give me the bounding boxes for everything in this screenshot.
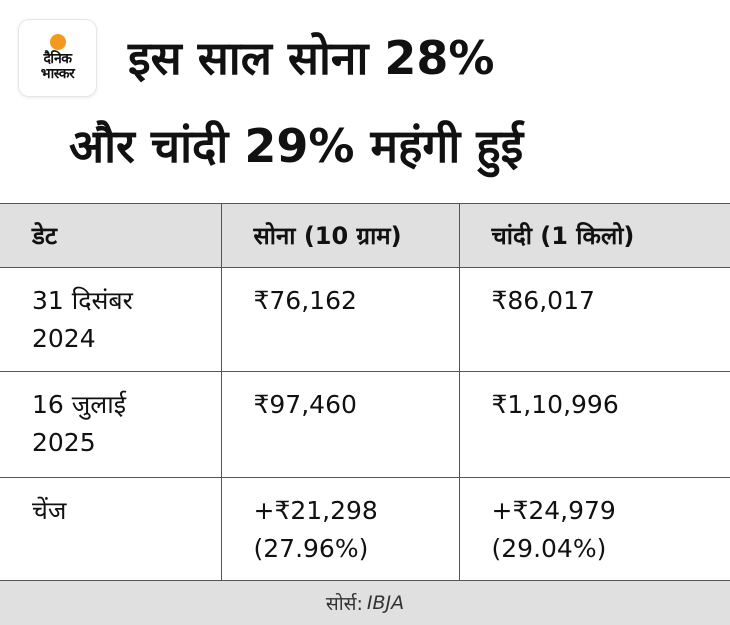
table-row: 31 दिसंबर 2024 ₹76,162 ₹86,017 bbox=[0, 268, 730, 372]
gold-change-amount: +₹21,298 bbox=[254, 492, 459, 530]
cell-silver: ₹86,017 bbox=[459, 268, 730, 372]
cell-date: 16 जुलाई 2025 bbox=[0, 372, 221, 478]
gold-price: ₹97,460 bbox=[254, 386, 459, 424]
gold-price: ₹76,162 bbox=[254, 282, 459, 320]
silver-change-percent: (29.04%) bbox=[492, 530, 730, 568]
date-year: 2025 bbox=[32, 424, 221, 462]
header: दैनिक भास्कर इस साल सोना 28% और चांदी 29… bbox=[0, 0, 730, 203]
header-gold: सोना (10 ग्राम) bbox=[221, 204, 459, 268]
cell-date: 31 दिसंबर 2024 bbox=[0, 268, 221, 372]
cell-silver: +₹24,979 (29.04%) bbox=[459, 478, 730, 582]
header-date: डेट bbox=[0, 204, 221, 268]
silver-price: ₹1,10,996 bbox=[492, 386, 730, 424]
headline-line2: और चांदी 29% महंगी हुई bbox=[69, 118, 523, 174]
headline-line1: इस साल सोना 28% bbox=[128, 30, 494, 86]
source-name: IBJA bbox=[367, 592, 404, 614]
silver-price: ₹86,017 bbox=[492, 282, 730, 320]
date-text: 16 जुलाई bbox=[32, 386, 221, 424]
date-text: 31 दिसंबर bbox=[32, 282, 221, 320]
header-silver: चांदी (1 किलो) bbox=[459, 204, 730, 268]
dainik-bhaskar-logo[interactable]: दैनिक भास्कर bbox=[19, 20, 96, 96]
source-label: सोर्स: bbox=[326, 590, 363, 616]
table-row: 16 जुलाई 2025 ₹97,460 ₹1,10,996 bbox=[0, 372, 730, 478]
logo-text-line1: दैनिक bbox=[43, 52, 71, 67]
gold-change-percent: (27.96%) bbox=[254, 530, 459, 568]
table-row: चेंज +₹21,298 (27.96%) +₹24,979 (29.04%) bbox=[0, 478, 730, 582]
cell-gold: ₹97,460 bbox=[221, 372, 459, 478]
date-year: 2024 bbox=[32, 320, 221, 358]
sun-icon bbox=[50, 34, 66, 50]
cell-gold: +₹21,298 (27.96%) bbox=[221, 478, 459, 582]
silver-change-amount: +₹24,979 bbox=[492, 492, 730, 530]
table-header-row: डेट सोना (10 ग्राम) चांदी (1 किलो) bbox=[0, 204, 730, 268]
source-footer: सोर्स: IBJA bbox=[0, 580, 730, 625]
price-table: डेट सोना (10 ग्राम) चांदी (1 किलो) 31 दि… bbox=[0, 203, 730, 582]
change-label: चेंज bbox=[32, 492, 221, 530]
cell-gold: ₹76,162 bbox=[221, 268, 459, 372]
cell-date: चेंज bbox=[0, 478, 221, 582]
cell-silver: ₹1,10,996 bbox=[459, 372, 730, 478]
logo-text-line2: भास्कर bbox=[41, 67, 74, 82]
